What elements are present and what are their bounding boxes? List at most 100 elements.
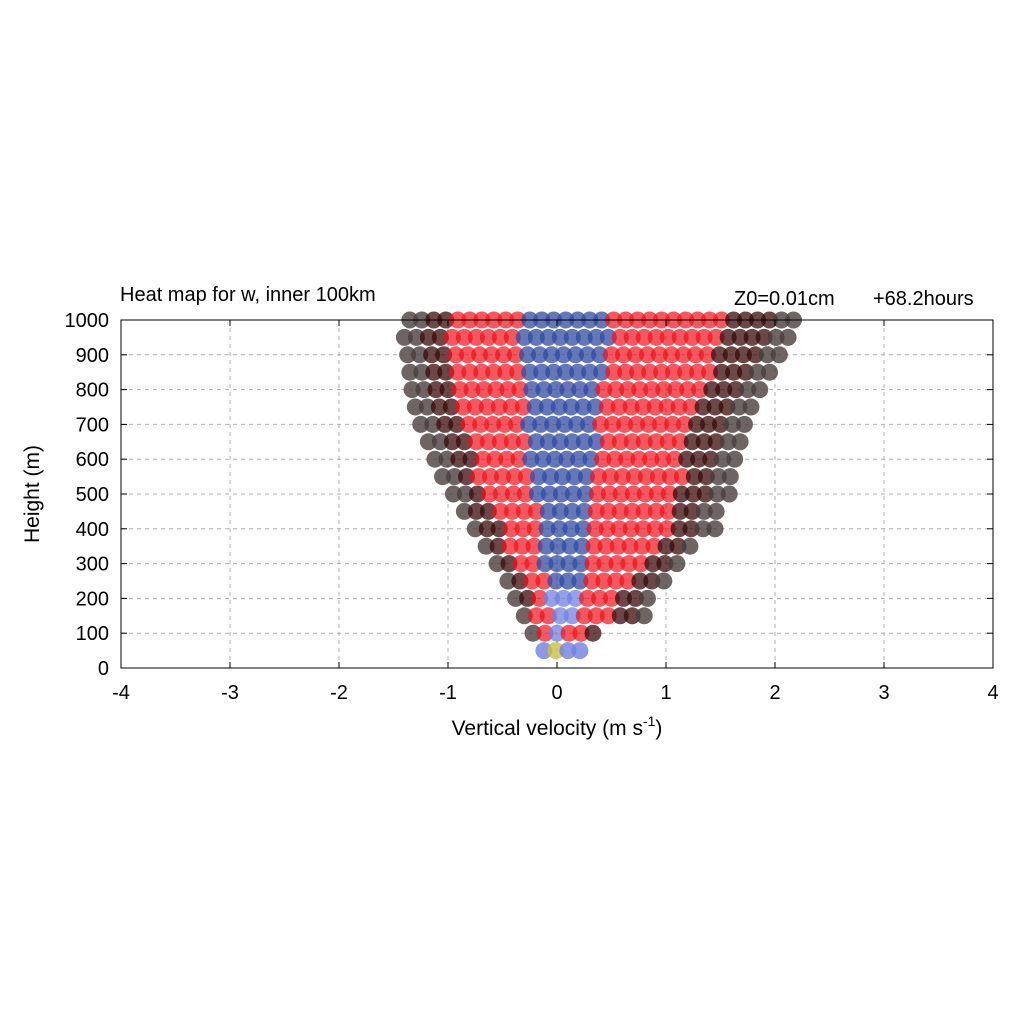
data-point bbox=[561, 537, 579, 555]
data-point bbox=[474, 450, 492, 468]
data-point bbox=[541, 468, 559, 486]
data-point bbox=[407, 328, 425, 346]
data-point bbox=[657, 537, 675, 555]
axis-ticks: -4 -3 -2 -1 0 1 2 3 4 0 100 200 300 400 500 600 700 800 90… bbox=[65, 310, 999, 704]
data-point bbox=[439, 381, 457, 399]
data-point bbox=[567, 589, 585, 607]
x-tick-label: -2 bbox=[330, 682, 348, 704]
data-point bbox=[534, 450, 552, 468]
data-point bbox=[548, 624, 566, 642]
data-point bbox=[413, 363, 431, 381]
data-point bbox=[698, 346, 716, 364]
data-point bbox=[589, 468, 607, 486]
data-point bbox=[577, 468, 595, 486]
data-point bbox=[395, 328, 413, 346]
data-point bbox=[683, 433, 701, 451]
data-point bbox=[483, 346, 501, 364]
data-point bbox=[500, 555, 518, 573]
data-point bbox=[638, 346, 656, 364]
data-point bbox=[695, 433, 713, 451]
data-point bbox=[667, 381, 685, 399]
data-point bbox=[634, 520, 652, 538]
data-point bbox=[571, 572, 589, 590]
data-point bbox=[556, 415, 574, 433]
data-point bbox=[706, 398, 724, 416]
data-point bbox=[670, 398, 688, 416]
data-point bbox=[431, 433, 449, 451]
data-point bbox=[671, 502, 689, 520]
data-point bbox=[645, 537, 663, 555]
data-point bbox=[447, 346, 465, 364]
data-point bbox=[508, 415, 526, 433]
data-point bbox=[586, 520, 604, 538]
data-point bbox=[522, 450, 540, 468]
data-point bbox=[399, 346, 417, 364]
data-point bbox=[676, 415, 694, 433]
y-tick-label: 200 bbox=[76, 588, 109, 610]
data-point bbox=[523, 381, 541, 399]
data-point bbox=[674, 346, 692, 364]
data-point bbox=[587, 607, 605, 625]
data-point bbox=[594, 450, 612, 468]
data-point bbox=[430, 398, 448, 416]
data-point bbox=[625, 468, 643, 486]
data-point bbox=[678, 450, 696, 468]
data-point bbox=[575, 328, 593, 346]
data-point bbox=[587, 328, 605, 346]
y-tick-label: 100 bbox=[76, 623, 109, 645]
data-point bbox=[525, 537, 543, 555]
data-point bbox=[448, 415, 466, 433]
data-point bbox=[515, 607, 533, 625]
data-point bbox=[583, 572, 601, 590]
data-point bbox=[471, 346, 489, 364]
data-point bbox=[623, 502, 641, 520]
data-point bbox=[671, 328, 689, 346]
data-point bbox=[559, 572, 577, 590]
data-point bbox=[487, 381, 505, 399]
data-point bbox=[610, 520, 628, 538]
data-point bbox=[712, 415, 729, 433]
data-point bbox=[726, 450, 744, 468]
data-point bbox=[723, 415, 741, 433]
data-point bbox=[553, 468, 571, 486]
data-point bbox=[701, 363, 719, 381]
data-point bbox=[574, 520, 592, 538]
data-point bbox=[626, 346, 644, 364]
data-point bbox=[545, 363, 563, 381]
data-point bbox=[575, 502, 593, 520]
data-point bbox=[537, 537, 555, 555]
data-point bbox=[519, 346, 537, 364]
y-tick-label: 700 bbox=[76, 414, 109, 436]
x-tick-label: -4 bbox=[112, 682, 130, 704]
data-points bbox=[395, 311, 803, 660]
data-point bbox=[528, 485, 546, 503]
data-point bbox=[461, 363, 479, 381]
data-point bbox=[653, 363, 671, 381]
data-point bbox=[758, 346, 776, 364]
data-point bbox=[532, 415, 550, 433]
data-point bbox=[659, 502, 677, 520]
data-point bbox=[742, 398, 760, 416]
data-point bbox=[721, 468, 739, 486]
data-point bbox=[479, 502, 497, 520]
data-point bbox=[511, 381, 529, 399]
data-point bbox=[620, 555, 638, 573]
data-point bbox=[624, 485, 642, 503]
data-point bbox=[455, 433, 473, 451]
data-point bbox=[511, 572, 529, 590]
data-point bbox=[623, 433, 641, 451]
data-point bbox=[460, 415, 478, 433]
data-point bbox=[415, 381, 433, 399]
data-point bbox=[478, 398, 496, 416]
data-point bbox=[495, 346, 513, 364]
data-point bbox=[546, 450, 564, 468]
data-point bbox=[527, 433, 545, 451]
data-point bbox=[403, 381, 421, 399]
data-point bbox=[647, 328, 665, 346]
data-point bbox=[599, 607, 617, 625]
chart-subtitle-z0: Z0=0.01cm bbox=[734, 288, 835, 310]
y-tick-label: 0 bbox=[98, 658, 109, 680]
data-point bbox=[707, 328, 725, 346]
data-point bbox=[455, 328, 473, 346]
data-point bbox=[479, 328, 497, 346]
